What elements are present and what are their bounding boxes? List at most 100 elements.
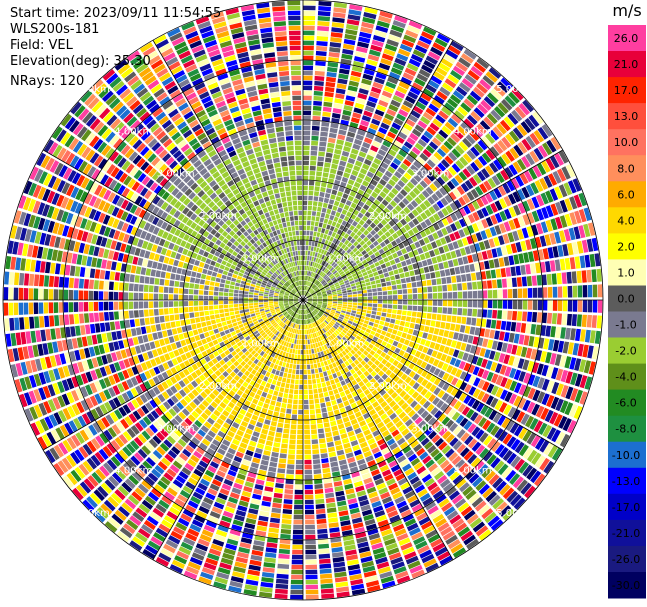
radar-gate xyxy=(205,520,217,529)
radar-gate xyxy=(237,505,248,512)
radar-gate xyxy=(328,56,339,63)
radar-gate xyxy=(181,408,190,417)
radar-gate xyxy=(327,258,332,264)
radar-gate xyxy=(310,289,314,294)
radar-gate xyxy=(292,369,296,374)
radar-gate xyxy=(472,300,478,308)
radar-gate xyxy=(363,363,370,370)
radar-gate xyxy=(336,586,350,593)
radar-gate xyxy=(37,436,48,450)
radar-gate xyxy=(427,444,437,454)
radar-gate xyxy=(432,42,446,52)
radar-gate xyxy=(100,503,113,516)
radar-gate xyxy=(175,341,182,349)
radar-gate xyxy=(207,384,215,392)
radar-gate xyxy=(413,105,424,115)
radar-gate xyxy=(324,311,330,315)
radar-gate xyxy=(394,347,401,354)
radar-gate xyxy=(304,291,307,296)
radar-gate xyxy=(372,300,378,304)
radar-gate xyxy=(422,346,429,354)
radar-gate xyxy=(400,226,407,234)
radar-gate xyxy=(526,276,532,287)
radar-gate xyxy=(116,531,130,543)
radar-gate xyxy=(278,321,283,326)
radar-gate xyxy=(281,340,285,346)
radar-gate xyxy=(333,216,339,222)
radar-gate xyxy=(493,258,500,268)
radar-gate xyxy=(506,490,519,503)
radar-gate xyxy=(216,355,223,362)
radar-gate xyxy=(463,534,476,546)
radar-gate xyxy=(388,104,399,112)
radar-gate xyxy=(305,339,308,345)
radar-gate xyxy=(381,469,392,477)
radar-gate xyxy=(156,446,166,456)
radar-gate xyxy=(367,292,373,296)
radar-gate xyxy=(472,253,479,262)
radar-gate xyxy=(304,459,312,465)
radar-gate xyxy=(283,357,288,363)
radar-gate xyxy=(295,459,303,465)
radar-gate xyxy=(344,279,349,284)
radar-gate xyxy=(336,259,342,265)
radar-gate xyxy=(42,434,52,448)
radar-gate xyxy=(75,432,85,444)
radar-gate xyxy=(126,367,134,377)
radar-gate xyxy=(475,429,485,440)
radar-gate xyxy=(503,221,511,232)
radar-gate xyxy=(329,273,334,278)
radar-gate xyxy=(504,208,512,220)
radar-gate xyxy=(446,467,457,477)
radar-gate xyxy=(396,221,403,229)
radar-gate xyxy=(316,292,321,295)
radar-gate xyxy=(299,369,303,375)
radar-gate xyxy=(308,394,314,400)
radar-gate xyxy=(222,439,231,447)
radar-gate xyxy=(336,83,347,90)
radar-gate xyxy=(407,229,415,237)
radar-gate xyxy=(347,297,353,300)
radar-gate xyxy=(298,409,303,415)
radar-gate xyxy=(510,494,522,507)
radar-gate xyxy=(334,377,340,384)
radar-gate xyxy=(293,333,296,339)
radar-gate xyxy=(536,162,547,176)
radar-gate xyxy=(414,241,421,249)
radar-gate xyxy=(466,235,474,245)
radar-gate xyxy=(304,494,314,500)
radar-gate xyxy=(382,326,388,332)
radar-gate xyxy=(312,284,316,289)
radar-gate xyxy=(472,86,485,98)
radar-gate xyxy=(378,248,385,255)
radar-gate xyxy=(393,140,402,149)
radar-gate xyxy=(416,465,427,475)
radar-gate xyxy=(426,243,433,251)
radar-gate xyxy=(331,289,337,292)
radar-gate xyxy=(77,415,87,428)
radar-gate xyxy=(245,327,251,333)
radar-gate xyxy=(281,443,288,449)
radar-gate xyxy=(353,56,366,63)
radar-gate xyxy=(156,431,166,441)
radar-gate xyxy=(309,282,313,287)
radar-gate xyxy=(432,513,445,524)
radar-gate xyxy=(532,165,542,178)
radar-gate xyxy=(327,353,333,359)
radar-gate xyxy=(282,311,287,315)
radar-gate xyxy=(367,306,372,311)
radar-gate xyxy=(152,386,161,395)
radar-gate xyxy=(362,16,376,24)
radar-gate xyxy=(335,360,341,366)
radar-gate xyxy=(324,239,329,245)
radar-gate xyxy=(335,144,343,150)
radar-gate xyxy=(130,376,139,386)
radar-gate xyxy=(352,305,358,308)
radar-gate xyxy=(329,322,334,327)
radar-gate xyxy=(390,200,398,208)
radar-gate xyxy=(494,444,505,456)
radar-gate xyxy=(356,311,362,315)
radar-gate xyxy=(355,314,361,318)
radar-gate xyxy=(331,232,337,238)
radar-gate xyxy=(395,407,403,416)
